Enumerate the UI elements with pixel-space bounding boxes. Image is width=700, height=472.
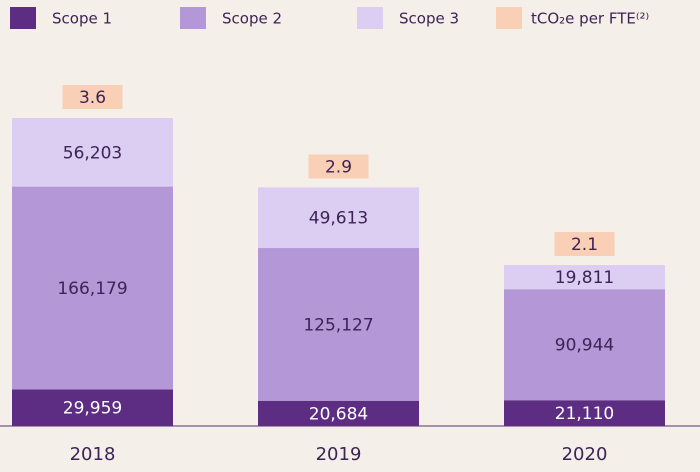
bar-segment — [258, 187, 419, 249]
value-label: 90,944 — [555, 336, 614, 356]
legend-swatch — [357, 7, 383, 29]
ratio-box — [308, 154, 369, 179]
ratio-box — [554, 232, 615, 257]
x-tick-label: 2019 — [316, 444, 362, 465]
legend-swatch — [180, 7, 206, 29]
value-label: 166,179 — [57, 279, 127, 299]
value-label: 21,110 — [555, 404, 614, 424]
bar-segment — [12, 186, 173, 390]
legend-swatch — [496, 7, 522, 29]
ratio-box — [62, 85, 123, 109]
bar-segment — [258, 248, 419, 401]
ratio-label: 2.9 — [325, 157, 352, 177]
bar-segment — [504, 265, 665, 290]
legend-label: tCO₂e per FTE⁽²⁾ — [531, 10, 649, 28]
value-label: 125,127 — [303, 315, 373, 335]
value-label: 20,684 — [309, 404, 368, 424]
bar-segment — [504, 400, 665, 426]
ratio-label: 2.1 — [571, 235, 598, 255]
bar-segment — [12, 118, 173, 187]
value-label: 29,959 — [63, 399, 122, 419]
legend-label: Scope 2 — [222, 10, 282, 28]
bar-segment — [504, 289, 665, 401]
bar-segment — [12, 389, 173, 426]
value-label: 49,613 — [309, 209, 368, 229]
value-label: 19,811 — [555, 268, 614, 288]
legend-label: Scope 1 — [52, 10, 112, 28]
bar-segment — [258, 400, 419, 426]
value-label: 56,203 — [63, 143, 122, 163]
legend-label: Scope 3 — [399, 10, 459, 28]
x-tick-label: 2020 — [562, 444, 608, 465]
ratio-label: 3.6 — [79, 88, 106, 108]
legend-swatch — [10, 7, 36, 29]
x-tick-label: 2018 — [70, 444, 116, 465]
